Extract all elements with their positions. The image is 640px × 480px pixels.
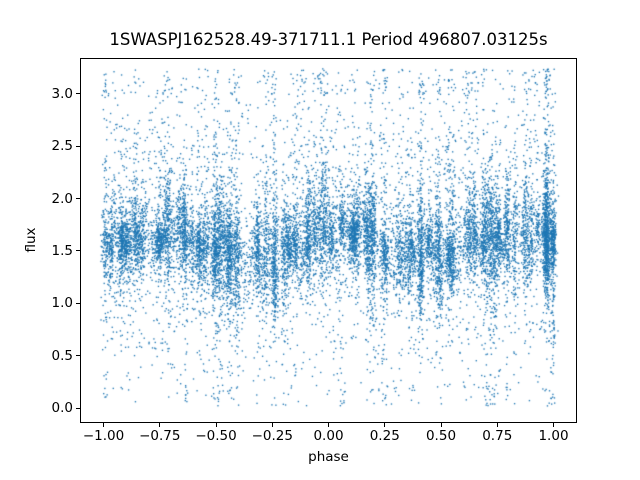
x-tick-label: 0.25 <box>369 428 400 444</box>
chart-title: 1SWASPJ162528.49-371711.1 Period 496807.… <box>109 30 548 49</box>
y-tick-mark <box>76 407 80 409</box>
x-tick-mark <box>496 423 498 427</box>
y-tick-mark <box>76 355 80 357</box>
y-tick-label: 0.5 <box>51 347 73 364</box>
x-tick-mark <box>103 423 104 427</box>
x-tick-mark <box>328 423 329 427</box>
x-tick-mark <box>384 423 386 427</box>
scatter-points-canvas <box>81 59 576 422</box>
y-tick-label: 1.5 <box>51 242 73 259</box>
x-tick-mark <box>440 423 442 427</box>
y-tick-mark <box>76 145 80 147</box>
x-axis-label: phase <box>308 449 349 465</box>
x-tick-label: −0.75 <box>139 428 181 444</box>
y-tick-label: 0.0 <box>51 400 73 417</box>
x-tick-label: −1.00 <box>82 428 125 444</box>
y-tick-label: 1.0 <box>51 295 73 312</box>
y-tick-label: 2.0 <box>51 190 73 207</box>
x-tick-mark <box>159 423 161 427</box>
x-tick-mark <box>553 423 554 427</box>
x-tick-mark <box>271 423 273 427</box>
x-tick-label: −0.50 <box>195 428 237 444</box>
y-tick-label: 2.5 <box>51 138 73 155</box>
x-tick-label: 0.75 <box>482 428 513 444</box>
y-tick-label: 3.0 <box>51 85 73 102</box>
y-tick-mark <box>76 302 80 304</box>
y-tick-mark <box>76 198 80 200</box>
x-tick-label: 1.00 <box>538 428 569 444</box>
x-tick-label: −0.25 <box>251 428 293 444</box>
x-tick-label: 0.00 <box>313 428 344 444</box>
x-tick-mark <box>215 423 217 427</box>
plot-area <box>80 58 577 423</box>
y-tick-mark <box>76 93 80 95</box>
x-tick-label: 0.50 <box>425 428 457 444</box>
y-tick-mark <box>76 250 80 252</box>
